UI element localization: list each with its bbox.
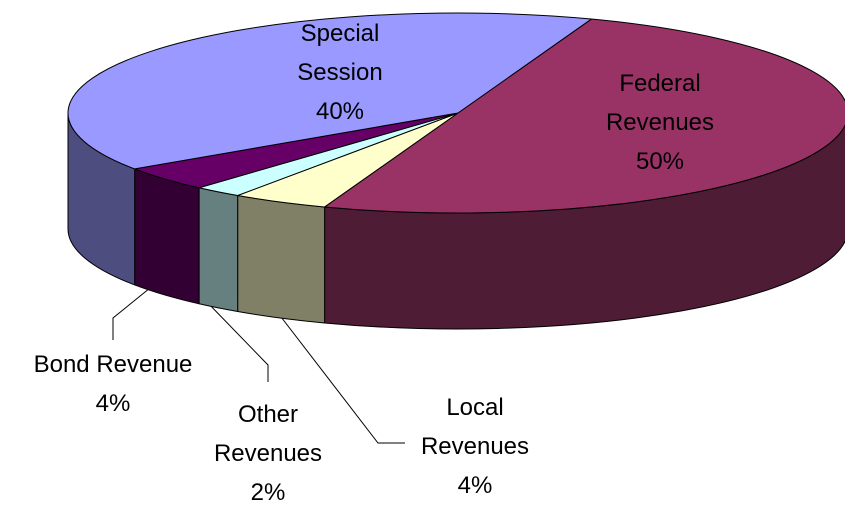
value-label: 4% (96, 390, 131, 417)
leader-line (204, 299, 269, 382)
leader-line (112, 287, 151, 340)
pie (67, 12, 845, 330)
label-line: Revenues (606, 109, 714, 136)
slice-side (237, 195, 326, 324)
value-label: 4% (458, 472, 493, 499)
value-label: 40% (316, 98, 364, 125)
slice-label: Special Session (297, 20, 382, 86)
label-line: Revenues (214, 440, 322, 467)
label-line: Local (446, 394, 503, 421)
value-label: 50% (636, 148, 684, 175)
leader-line (267, 299, 405, 444)
slice-label: Bond Revenue (34, 351, 193, 378)
label-line: Special (301, 20, 380, 47)
slice (67, 12, 592, 170)
pie-sides (67, 112, 845, 330)
slice-side (198, 187, 239, 313)
value-label: 2% (251, 479, 286, 505)
pie-tops (67, 12, 845, 214)
label-line: Revenues (421, 433, 529, 460)
label-line: Federal (619, 70, 700, 97)
label-line: Session (297, 59, 382, 86)
slice (324, 18, 845, 214)
slice-label: Local Revenues (421, 394, 529, 460)
label-line: Other (238, 401, 298, 428)
slice-label: Federal Revenues (606, 70, 714, 136)
slice-side (134, 168, 200, 305)
slice-label: Other Revenues (214, 401, 322, 467)
